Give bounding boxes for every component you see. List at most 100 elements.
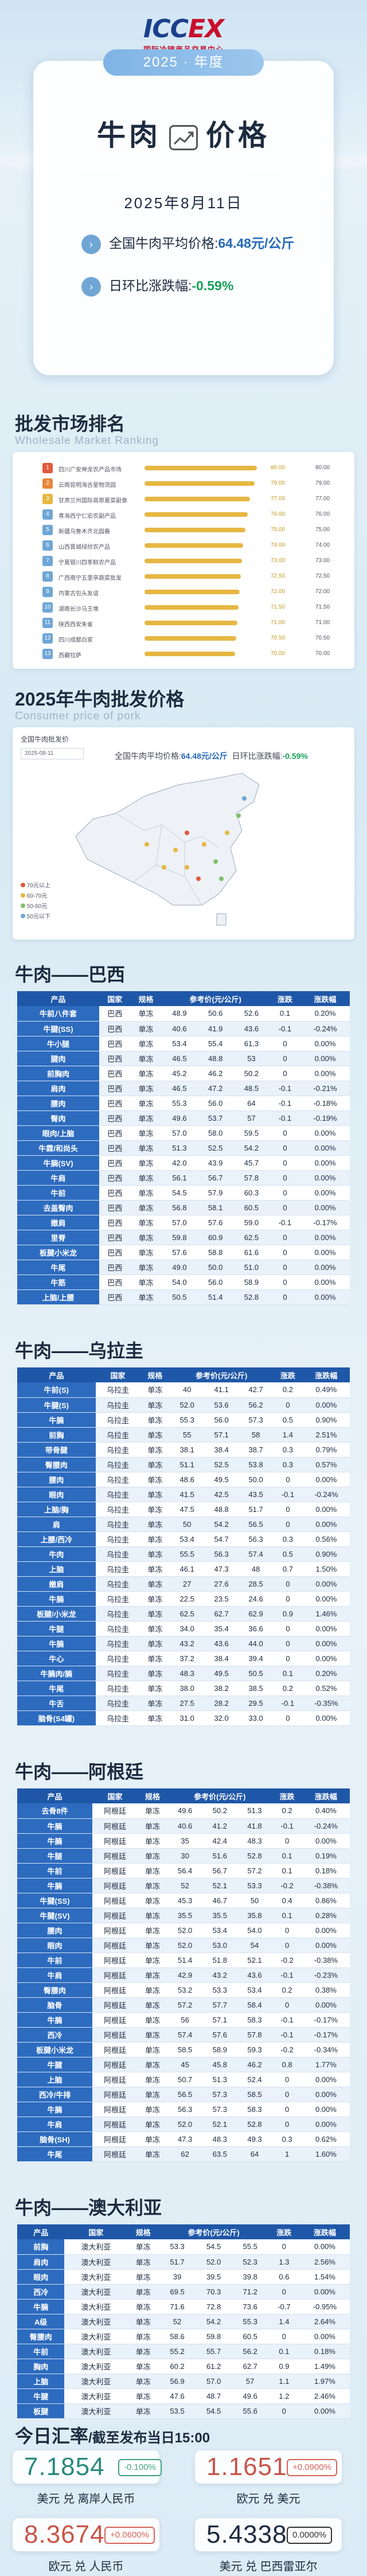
rank-price-2: 72.00 <box>315 589 330 595</box>
table-cell: 50 <box>237 1893 272 1908</box>
table-cell: 0.00% <box>300 1185 350 1201</box>
table-cell: 牛前 <box>17 1863 93 1879</box>
table-row: 嫩肩 乌拉圭 单冻 27 27.6 28.5 0 0.00% <box>17 1576 350 1592</box>
table-row: 牛肩 巴西 单冻 56.1 56.7 57.8 0 0.00% <box>17 1170 350 1186</box>
table-cell: 阿根廷 <box>92 1848 138 1864</box>
table-cell: 0 <box>269 1066 301 1081</box>
table-cell: 单冻 <box>130 1260 162 1275</box>
table-header: 涨跌 <box>273 1367 303 1382</box>
avg-price-row: › 全国牛肉平均价格:64.48元/公斤 <box>81 233 294 254</box>
table-cell: 澳大利亚 <box>64 2388 128 2404</box>
table-cell: 52.0 <box>195 2254 232 2270</box>
table-cell: 56.0 <box>204 1412 239 1428</box>
rank-price-2: 75.00 <box>315 527 330 533</box>
table-cell: 49.6 <box>161 1110 198 1126</box>
table-cell: 嫩肩 <box>17 1576 96 1592</box>
table-cell: 西冷/牛排 <box>17 2087 93 2102</box>
table-cell: 单冻 <box>137 1818 168 1834</box>
rank-bar <box>145 559 242 563</box>
table-cell: 56.3 <box>167 2102 202 2117</box>
table-cell: 单冻 <box>137 2057 168 2072</box>
rank-number: 3 <box>42 494 53 504</box>
table-header: 参考价(元/公斤) <box>159 2224 268 2239</box>
table-cell: 0 <box>273 1651 303 1666</box>
table-cell: 0.38% <box>302 1982 350 1998</box>
table-cell: 62.5 <box>233 1230 270 1245</box>
table-cell: 43.9 <box>197 1155 234 1171</box>
fx-usd-cnh: 7.1854 -0.100% <box>13 2450 162 2484</box>
table-cell: 0 <box>269 1200 301 1215</box>
table-cell: 52.1 <box>237 1953 272 1968</box>
date-select[interactable]: 2025-08-11 <box>21 748 84 759</box>
table-cell: 0.00% <box>300 1155 350 1171</box>
rank-price: 71.50 <box>271 604 286 610</box>
table-cell: 0.18% <box>302 1863 350 1879</box>
table-cell: 单冻 <box>127 2403 159 2419</box>
table-cell: 23.5 <box>204 1591 239 1607</box>
table-cell: 牛腩 <box>17 1591 96 1607</box>
table-cell: 45.8 <box>202 2057 237 2072</box>
rank-price-2: 80.00 <box>315 465 330 471</box>
table-cell: 30 <box>167 1848 202 1864</box>
table-cell: 27.5 <box>170 1696 205 1711</box>
table-row: 牛肩 阿根廷 单冻 52.0 52.1 52.8 0 0.00% <box>17 2117 350 2132</box>
table-cell: 63.5 <box>202 2146 237 2162</box>
table-cell: 单冻 <box>137 1848 168 1864</box>
table-cell: 43.2 <box>170 1636 205 1651</box>
table-cell: 0 <box>269 1275 301 1290</box>
table-cell: 50.0 <box>239 1472 274 1487</box>
table-cell: 上脑 <box>17 2374 65 2389</box>
table-cell: 71.6 <box>159 2299 196 2314</box>
table-cell: -0.24% <box>300 1021 350 1036</box>
table-cell: 56.3 <box>239 1531 274 1547</box>
table-cell: 巴西 <box>99 1200 131 1215</box>
table-cell: 脑骨 <box>17 1997 93 2013</box>
table-cell: 46.2 <box>237 2057 272 2072</box>
table-cell: 28.2 <box>204 1696 239 1711</box>
table-cell: 西冷 <box>17 2027 93 2043</box>
table-cell: 单冻 <box>127 2329 159 2344</box>
page-title: 牛肉 价格 <box>97 119 270 151</box>
table-cell: 单冻 <box>130 1289 162 1305</box>
table-cell: 澳大利亚 <box>64 2239 128 2255</box>
rank-price: 71.00 <box>271 619 286 626</box>
table-cell: 乌拉圭 <box>95 1457 140 1472</box>
table-cell: 0.00% <box>300 1125 350 1141</box>
table-cell: 56.1 <box>161 1170 198 1186</box>
table-cell: 0.00% <box>302 1651 350 1666</box>
table-cell: 单冻 <box>137 2146 168 2162</box>
table-cell: 46.7 <box>202 1893 237 1908</box>
table-cell: 58.8 <box>197 1245 234 1260</box>
table-row: 眼肉 乌拉圭 单冻 41.5 42.5 43.5 -0.1 -0.24% <box>17 1487 350 1502</box>
table-cell: 55.4 <box>197 1036 234 1051</box>
table-cell: 单冻 <box>140 1531 170 1547</box>
table-cell: 0 <box>272 1923 302 1938</box>
report-date: 2025年8月11日 <box>124 194 243 212</box>
table-cell: 胸肉 <box>17 2359 65 2374</box>
table-cell: 46.5 <box>161 1051 198 1066</box>
table-row: 前胸肉 巴西 单冻 45.2 46.2 50.2 0 0.00% <box>17 1066 350 1081</box>
table-cell: 35.8 <box>237 1908 272 1923</box>
table-cell: 62.7 <box>232 2359 268 2374</box>
table-cell: 臀腰肉 <box>17 2329 65 2344</box>
table-cell: 40.6 <box>167 1818 202 1834</box>
table-cell: 0 <box>273 1591 303 1607</box>
table-row: 去盖臀肉 巴西 单冻 56.8 58.1 60.5 0 0.00% <box>17 1200 350 1215</box>
table-cell: 46.2 <box>197 1066 234 1081</box>
table-cell: -0.1 <box>269 1215 301 1230</box>
table-cell: 57.8 <box>237 2027 272 2043</box>
table-header: 产品 <box>17 991 100 1006</box>
table-cell: 单冻 <box>130 1096 162 1111</box>
table-cell: 0.00% <box>302 1710 350 1726</box>
table-cell: 0.86% <box>302 1893 350 1908</box>
table-cell: 54.0 <box>161 1275 198 1290</box>
map-legend: 70元以上 60-70元 50-60元 50元以下 <box>21 881 50 922</box>
table-cell: 单冻 <box>140 1546 170 1562</box>
table-cell: 单冻 <box>137 2117 168 2132</box>
table-cell: 48.7 <box>195 2388 232 2404</box>
table-cell: 52.0 <box>167 1923 202 1938</box>
table-cell: 0 <box>269 1260 301 1275</box>
rank-price: 77.00 <box>271 496 286 502</box>
table-cell: 0 <box>273 1397 303 1413</box>
table-row: 牛肩 阿根廷 单冻 42.9 43.2 43.6 -0.1 -0.23% <box>17 1967 350 1983</box>
